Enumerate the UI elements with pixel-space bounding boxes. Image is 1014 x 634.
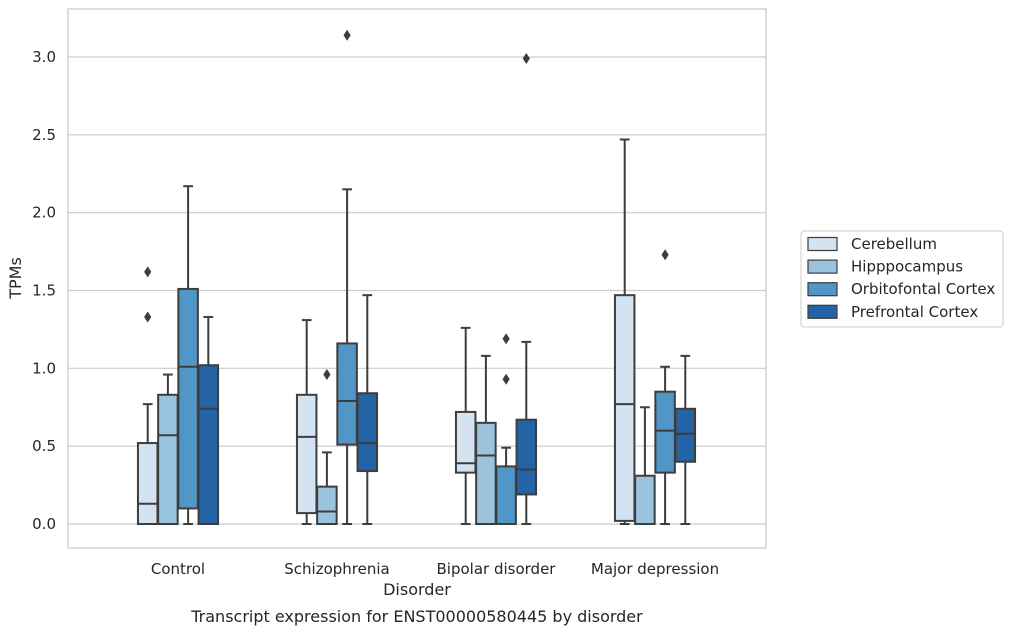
- box: [654, 390, 676, 474]
- x-tick-label: Bipolar disorder: [437, 560, 557, 578]
- box-group: [634, 406, 656, 526]
- box-group: [654, 249, 676, 525]
- y-tick-label: 2.5: [32, 126, 56, 144]
- legend-label: Hipppocampus: [851, 258, 963, 276]
- outlier-point: [144, 266, 152, 278]
- box-group: [674, 354, 697, 525]
- box-group: [177, 185, 199, 525]
- box-groups: [136, 29, 697, 526]
- box: [336, 342, 358, 446]
- legend: Cerebellum Hipppocampus Orbitofontal Corte…: [800, 230, 1004, 328]
- y-axis-title: TPMs: [6, 257, 25, 300]
- box: [157, 393, 179, 525]
- legend-swatch: [807, 304, 838, 319]
- box: [613, 294, 636, 522]
- y-tick-labels: 0.0 0.5 1.0 1.5 2.0 2.5 3.0: [32, 48, 56, 533]
- box-group: [475, 354, 497, 526]
- legend-swatch: [807, 259, 838, 274]
- outlier-point: [144, 311, 152, 323]
- box-group: [613, 138, 636, 525]
- box: [197, 364, 220, 525]
- x-tick-label: Major depression: [591, 560, 719, 578]
- box-group: [356, 294, 379, 525]
- x-tick-label: Control: [151, 560, 205, 578]
- outlier-point: [343, 29, 351, 41]
- box-group: [454, 326, 477, 525]
- outlier-point: [323, 369, 331, 381]
- legend-frame: [800, 230, 1004, 328]
- x-tick-labels: Control Schizophrenia Bipolar disorder Majo…: [151, 560, 719, 578]
- box-group: [157, 373, 179, 525]
- y-tick-label: 1.5: [32, 282, 56, 300]
- box: [177, 287, 199, 510]
- box-group: [515, 53, 538, 525]
- box: [515, 418, 538, 496]
- outlier-point: [522, 53, 530, 65]
- plot-area-frame: [67, 8, 767, 549]
- box: [295, 393, 318, 515]
- y-tick-label: 0.5: [32, 437, 56, 455]
- outlier-point: [502, 373, 510, 385]
- box: [495, 465, 517, 525]
- y-tick-label: 2.0: [32, 204, 56, 222]
- outlier-point: [661, 249, 669, 261]
- legend-label: Cerebellum: [851, 235, 937, 253]
- box-group: [197, 315, 220, 525]
- box-group: [316, 369, 338, 526]
- x-tick-label: Schizophrenia: [284, 560, 389, 578]
- box: [634, 474, 656, 526]
- legend-label: Prefrontal Cortex: [851, 303, 978, 321]
- y-tick-label: 3.0: [32, 48, 56, 66]
- legend-label: Orbitofontal Cortex: [851, 280, 995, 298]
- box: [475, 421, 497, 526]
- box: [316, 485, 338, 526]
- y-tick-label: 0.0: [32, 515, 56, 533]
- x-axis-title: Disorder: [383, 580, 451, 599]
- box: [136, 442, 159, 526]
- box-group: [295, 319, 318, 525]
- legend-swatch: [807, 282, 838, 297]
- box-group: [495, 333, 517, 525]
- chart-caption: Transcript expression for ENST0000058044…: [190, 607, 643, 626]
- box: [674, 407, 697, 463]
- box-group: [336, 29, 358, 525]
- outlier-point: [502, 333, 510, 345]
- y-tick-label: 1.0: [32, 359, 56, 377]
- box: [356, 392, 379, 473]
- legend-swatch: [807, 236, 838, 252]
- box-group: [136, 266, 159, 526]
